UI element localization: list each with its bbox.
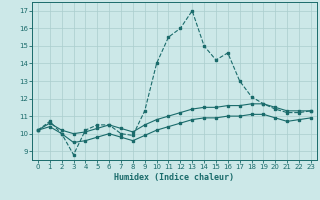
X-axis label: Humidex (Indice chaleur): Humidex (Indice chaleur) bbox=[115, 173, 234, 182]
